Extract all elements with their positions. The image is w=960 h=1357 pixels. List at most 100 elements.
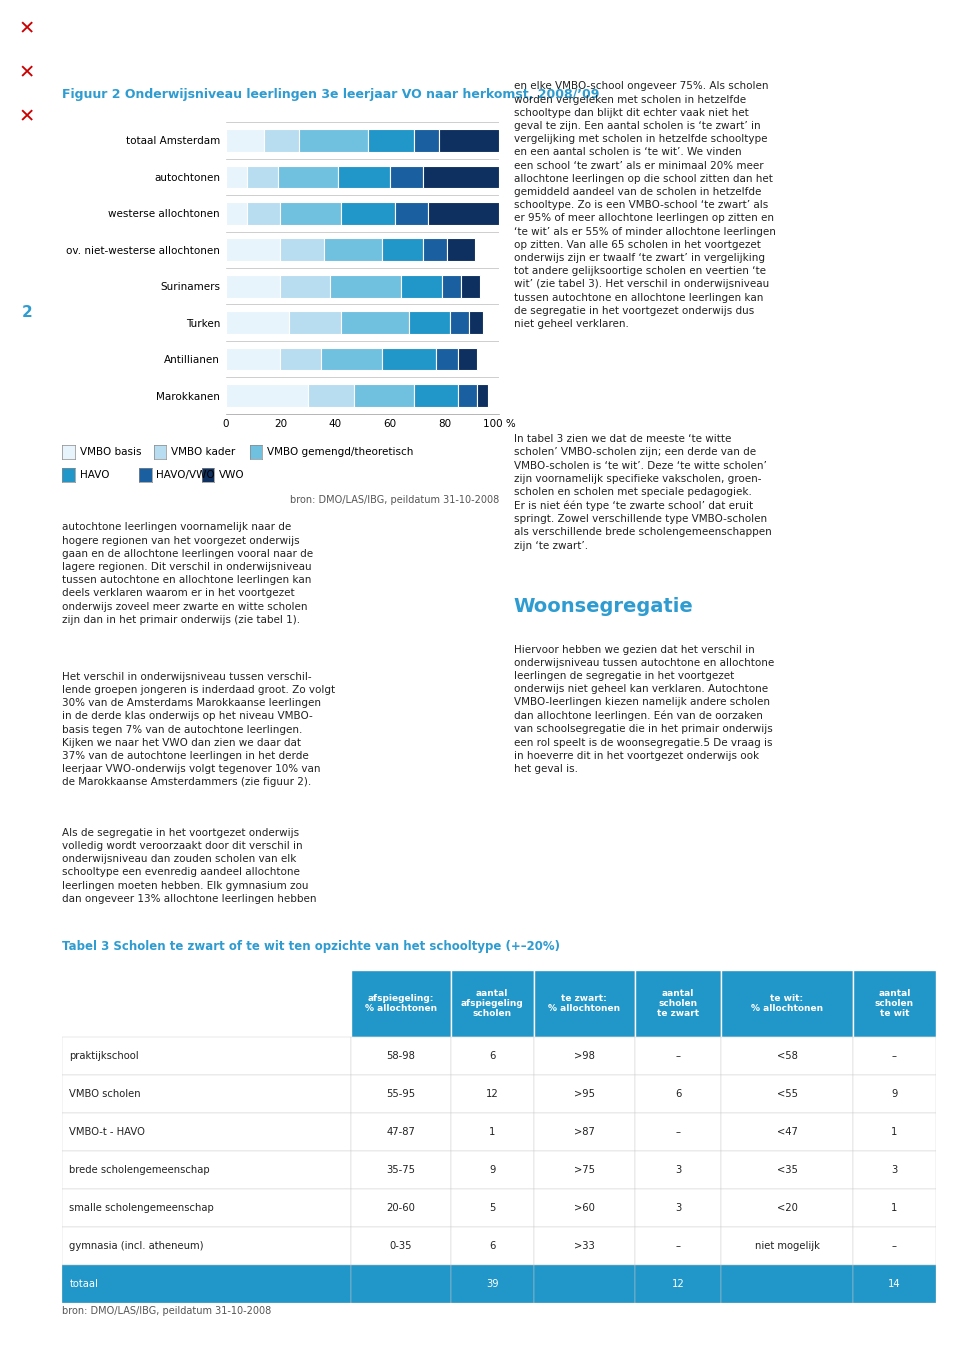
- Text: totaal: totaal: [69, 1278, 98, 1289]
- Bar: [280, 347, 322, 370]
- Text: gymnasia (incl. atheneum): gymnasia (incl. atheneum): [69, 1240, 204, 1251]
- Bar: [534, 1265, 635, 1303]
- Bar: [635, 1151, 721, 1189]
- Text: 9: 9: [489, 1164, 495, 1175]
- Bar: [226, 311, 289, 334]
- Text: 39: 39: [486, 1278, 498, 1289]
- Text: Figuur 2 Onderwijsniveau leerlingen 3e leerjaar VO naar herkomst, 2008/’09: Figuur 2 Onderwijsniveau leerlingen 3e l…: [62, 88, 600, 102]
- Bar: [469, 311, 483, 334]
- Bar: [368, 129, 415, 152]
- Text: 3: 3: [675, 1202, 682, 1213]
- Bar: [62, 1075, 351, 1113]
- Bar: [635, 1075, 721, 1113]
- Bar: [351, 1189, 450, 1227]
- Bar: [439, 129, 499, 152]
- Text: VWO: VWO: [219, 470, 245, 480]
- Text: Woonsegregatie: Woonsegregatie: [514, 597, 693, 616]
- Text: HAVO: HAVO: [80, 470, 109, 480]
- Bar: [322, 347, 381, 370]
- Text: afspiegeling:
% allochtonen: afspiegeling: % allochtonen: [365, 993, 437, 1014]
- Text: ■: ■: [33, 141, 41, 152]
- Text: –: –: [892, 1050, 897, 1061]
- Bar: [635, 1265, 721, 1303]
- Text: –: –: [676, 1126, 681, 1137]
- Text: –: –: [676, 1240, 681, 1251]
- Text: 3: 3: [891, 1164, 898, 1175]
- Text: Als de segregatie in het voortgezet onderwijs
volledig wordt veroorzaakt door di: Als de segregatie in het voortgezet onde…: [62, 828, 317, 904]
- Bar: [450, 1075, 534, 1113]
- Text: 6: 6: [489, 1240, 495, 1251]
- Text: <58: <58: [777, 1050, 798, 1061]
- Bar: [852, 1113, 936, 1151]
- Bar: [852, 1189, 936, 1227]
- Bar: [721, 1113, 852, 1151]
- Text: <35: <35: [777, 1164, 798, 1175]
- Bar: [226, 129, 264, 152]
- Bar: [280, 275, 329, 297]
- Text: 55-95: 55-95: [386, 1088, 416, 1099]
- Bar: [450, 311, 469, 334]
- Bar: [351, 1075, 450, 1113]
- Bar: [635, 1189, 721, 1227]
- Bar: [428, 202, 499, 225]
- Bar: [721, 1037, 852, 1075]
- Text: ✕: ✕: [18, 20, 35, 39]
- Bar: [447, 239, 474, 261]
- Bar: [534, 1113, 635, 1151]
- Text: >75: >75: [574, 1164, 595, 1175]
- Text: >95: >95: [574, 1088, 595, 1099]
- Text: 5: 5: [489, 1202, 495, 1213]
- Bar: [852, 970, 936, 1037]
- Bar: [338, 166, 390, 189]
- Text: –: –: [676, 1050, 681, 1061]
- Text: 47-87: 47-87: [387, 1126, 416, 1137]
- Bar: [852, 1037, 936, 1075]
- Bar: [450, 1265, 534, 1303]
- Bar: [450, 1227, 534, 1265]
- Bar: [354, 384, 415, 407]
- Bar: [280, 202, 341, 225]
- Bar: [852, 1075, 936, 1113]
- Bar: [226, 275, 280, 297]
- Text: ✕: ✕: [18, 64, 35, 83]
- Text: 12: 12: [486, 1088, 498, 1099]
- Text: praktijkschool: praktijkschool: [69, 1050, 139, 1061]
- Text: >98: >98: [574, 1050, 595, 1061]
- Text: <55: <55: [777, 1088, 798, 1099]
- Text: >60: >60: [574, 1202, 595, 1213]
- Bar: [62, 1189, 351, 1227]
- Text: 58-98: 58-98: [387, 1050, 416, 1061]
- Text: HAVO/VWO: HAVO/VWO: [156, 470, 215, 480]
- Bar: [635, 1227, 721, 1265]
- Text: 2: 2: [21, 304, 33, 320]
- Bar: [277, 166, 338, 189]
- Bar: [62, 1265, 351, 1303]
- Bar: [300, 129, 368, 152]
- Bar: [226, 384, 307, 407]
- Text: ■: ■: [12, 141, 20, 152]
- Bar: [415, 384, 458, 407]
- Bar: [635, 970, 721, 1037]
- Text: 1: 1: [489, 1126, 495, 1137]
- Bar: [400, 275, 442, 297]
- Bar: [721, 970, 852, 1037]
- Text: VMBO scholen: VMBO scholen: [69, 1088, 141, 1099]
- Bar: [534, 970, 635, 1037]
- Bar: [341, 311, 409, 334]
- Bar: [450, 970, 534, 1037]
- Bar: [534, 1151, 635, 1189]
- Text: Het verschil in onderwijsniveau tussen verschil-
lende groepen jongeren is inder: Het verschil in onderwijsniveau tussen v…: [62, 672, 336, 787]
- Bar: [450, 1189, 534, 1227]
- Text: >33: >33: [574, 1240, 594, 1251]
- Bar: [62, 1151, 351, 1189]
- Bar: [635, 1113, 721, 1151]
- Text: en elke VMBO-school ongeveer 75%. Als scholen
worden vergeleken met scholen in h: en elke VMBO-school ongeveer 75%. Als sc…: [514, 81, 776, 328]
- Bar: [351, 1227, 450, 1265]
- Bar: [351, 1037, 450, 1075]
- Bar: [721, 1265, 852, 1303]
- Bar: [721, 1075, 852, 1113]
- Bar: [415, 129, 439, 152]
- Text: ✕: ✕: [18, 107, 35, 126]
- Bar: [450, 1151, 534, 1189]
- Text: 6: 6: [489, 1050, 495, 1061]
